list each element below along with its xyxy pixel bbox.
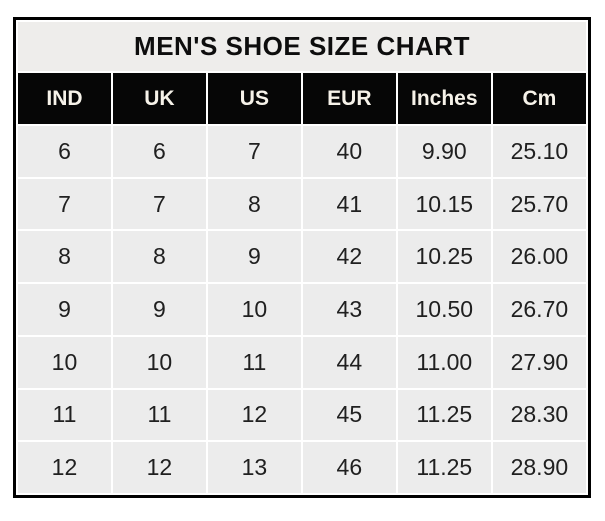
cell-eur: 44	[302, 336, 396, 388]
table-row: 9 9 10 43 10.50 26.70	[18, 284, 586, 335]
cell-uk: 12	[112, 442, 206, 493]
cell-us: 13	[207, 442, 301, 493]
cell-cm: 26.70	[492, 284, 586, 335]
table-row: 8 8 9 42 10.25 26.00	[18, 231, 586, 283]
cell-us: 9	[207, 231, 301, 283]
cell-eur: 40	[302, 126, 396, 177]
cell-us: 12	[207, 389, 301, 441]
table-row: 6 6 7 40 9.90 25.10	[18, 126, 586, 177]
cell-uk: 9	[112, 284, 206, 335]
cell-cm: 25.70	[492, 178, 586, 230]
cell-cm: 28.30	[492, 389, 586, 441]
cell-cm: 26.00	[492, 231, 586, 283]
cell-uk: 7	[112, 178, 206, 230]
cell-uk: 10	[112, 336, 206, 388]
chart-title: MEN'S SHOE SIZE CHART	[18, 22, 586, 71]
header-row: IND UK US EUR Inches Cm	[18, 73, 586, 124]
cell-inches: 11.00	[397, 336, 491, 388]
cell-cm: 27.90	[492, 336, 586, 388]
cell-inches: 10.25	[397, 231, 491, 283]
title-row: MEN'S SHOE SIZE CHART	[18, 22, 586, 71]
cell-ind: 11	[18, 389, 111, 441]
cell-eur: 43	[302, 284, 396, 335]
cell-inches: 9.90	[397, 126, 491, 177]
cell-ind: 8	[18, 231, 111, 283]
cell-eur: 41	[302, 178, 396, 230]
cell-ind: 9	[18, 284, 111, 335]
table-row: 11 11 12 45 11.25 28.30	[18, 389, 586, 441]
col-header-cm: Cm	[492, 73, 586, 124]
cell-ind: 12	[18, 442, 111, 493]
cell-us: 8	[207, 178, 301, 230]
col-header-ind: IND	[18, 73, 111, 124]
cell-eur: 45	[302, 389, 396, 441]
cell-inches: 10.15	[397, 178, 491, 230]
table-row: 12 12 13 46 11.25 28.90	[18, 442, 586, 493]
cell-us: 7	[207, 126, 301, 177]
cell-us: 10	[207, 284, 301, 335]
cell-cm: 28.90	[492, 442, 586, 493]
cell-uk: 6	[112, 126, 206, 177]
cell-ind: 7	[18, 178, 111, 230]
col-header-us: US	[207, 73, 301, 124]
cell-inches: 11.25	[397, 389, 491, 441]
table-row: 7 7 8 41 10.15 25.70	[18, 178, 586, 230]
cell-cm: 25.10	[492, 126, 586, 177]
cell-inches: 10.50	[397, 284, 491, 335]
shoe-size-chart: MEN'S SHOE SIZE CHART IND UK US EUR Inch…	[13, 17, 591, 498]
cell-us: 11	[207, 336, 301, 388]
cell-ind: 6	[18, 126, 111, 177]
cell-ind: 10	[18, 336, 111, 388]
cell-inches: 11.25	[397, 442, 491, 493]
col-header-inches: Inches	[397, 73, 491, 124]
table-row: 10 10 11 44 11.00 27.90	[18, 336, 586, 388]
cell-eur: 46	[302, 442, 396, 493]
cell-uk: 8	[112, 231, 206, 283]
cell-eur: 42	[302, 231, 396, 283]
col-header-eur: EUR	[302, 73, 396, 124]
col-header-uk: UK	[112, 73, 206, 124]
cell-uk: 11	[112, 389, 206, 441]
